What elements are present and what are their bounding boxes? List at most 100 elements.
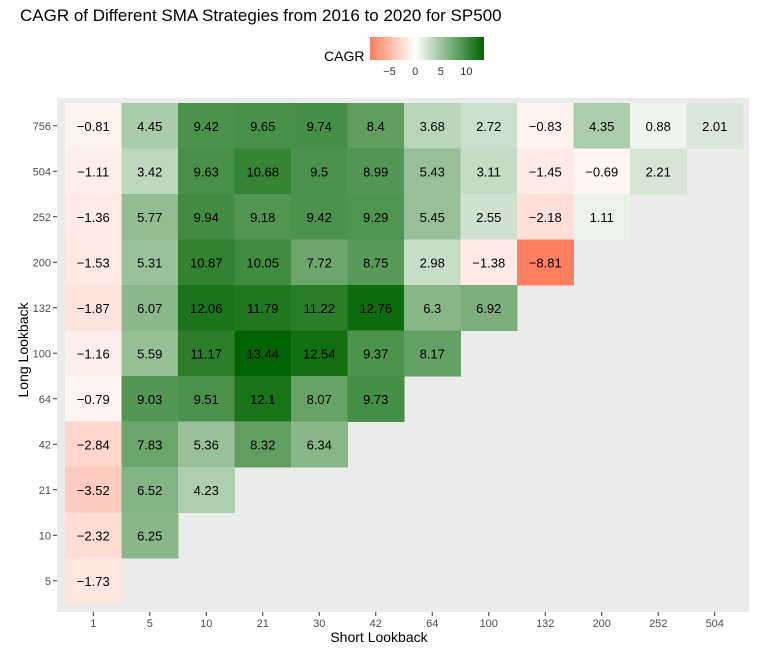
cell-value-label: 2.98 — [420, 255, 445, 270]
heatmap-cell — [234, 239, 292, 286]
heatmap-cell — [347, 376, 405, 422]
y-tick-label: 132 — [33, 303, 51, 315]
cell-value-label: 6.92 — [476, 301, 501, 316]
cell-value-label: 9.42 — [194, 119, 219, 134]
cell-value-label: 8.99 — [363, 164, 388, 179]
cell-value-label: 9.18 — [250, 210, 275, 225]
cell-value-label: 6.25 — [137, 528, 162, 543]
chart-title: CAGR of Different SMA Strategies from 20… — [20, 6, 502, 25]
cell-value-label: 2.01 — [702, 119, 727, 134]
heatmap-cell — [234, 103, 292, 149]
heatmap-cell — [347, 148, 405, 195]
cell-value-label: −1.16 — [77, 346, 110, 361]
cell-value-label: −2.84 — [77, 437, 110, 452]
heatmap-cell — [460, 194, 518, 240]
heatmap-cell — [404, 239, 461, 286]
cell-value-label: 6.52 — [137, 483, 162, 498]
heatmap-cell — [234, 148, 292, 195]
heatmap-cell — [121, 194, 179, 240]
heatmap-cell — [65, 376, 122, 422]
cell-value-label: 2.55 — [476, 210, 501, 225]
x-tick-label: 42 — [370, 618, 382, 630]
legend-tick-label: 0 — [412, 66, 419, 78]
cell-value-label: 4.23 — [194, 483, 219, 498]
heatmap-cell — [121, 421, 179, 468]
heatmap-cell — [178, 148, 235, 195]
cell-value-label: 9.03 — [137, 392, 162, 407]
y-tick-label: 5 — [45, 576, 51, 588]
cell-value-label: −1.87 — [77, 301, 110, 316]
cell-value-label: 7.83 — [137, 437, 162, 452]
cell-value-label: 8.07 — [307, 392, 332, 407]
x-tick-label: 5 — [147, 618, 153, 630]
heatmap-cell — [573, 103, 631, 149]
heatmap-cell — [404, 194, 461, 240]
cell-value-label: 12.54 — [303, 346, 336, 361]
heatmap-cell — [291, 148, 348, 195]
cell-value-label: 0.88 — [646, 119, 671, 134]
cell-value-label: 9.63 — [194, 164, 219, 179]
cell-value-label: 6.34 — [307, 437, 332, 452]
heatmap-cell — [291, 285, 348, 331]
heatmap-cell — [347, 330, 405, 377]
cell-value-label: 9.42 — [307, 210, 332, 225]
heatmap-cell — [573, 148, 631, 195]
x-tick-label: 200 — [593, 618, 611, 630]
cell-value-label: 12.06 — [190, 301, 223, 316]
x-tick-label: 504 — [706, 618, 724, 630]
legend-colorbar — [370, 37, 484, 60]
cell-value-label: 10.87 — [190, 255, 223, 270]
heatmap-cell — [121, 148, 179, 195]
heatmap-cell — [347, 285, 405, 331]
cell-value-label: 2.72 — [476, 119, 501, 134]
cell-value-label: 13.44 — [246, 346, 279, 361]
heatmap-cell — [460, 148, 518, 195]
heatmap-cell — [121, 239, 179, 286]
y-tick-label: 10 — [39, 530, 51, 542]
legend-tick-label: −5 — [383, 66, 396, 78]
y-tick-label: 100 — [33, 348, 51, 360]
heatmap-cell — [65, 103, 122, 149]
heatmap-cell — [291, 194, 348, 240]
x-tick-label: 21 — [257, 618, 269, 630]
y-tick-label: 504 — [33, 166, 51, 178]
cell-value-label: 9.73 — [363, 392, 388, 407]
heatmap-cell — [347, 103, 405, 149]
x-tick-label: 10 — [200, 618, 212, 630]
cell-value-label: −3.52 — [77, 483, 110, 498]
cell-value-label: 5.77 — [137, 210, 162, 225]
heatmap-cell — [291, 421, 348, 468]
cell-value-label: −1.73 — [77, 574, 110, 589]
y-tick-label: 42 — [39, 439, 51, 451]
heatmap-cell — [121, 103, 179, 149]
heatmap-cell — [178, 467, 235, 513]
heatmap-cell — [65, 285, 122, 331]
heatmap-cell — [65, 239, 122, 286]
heatmap-cell — [65, 148, 122, 195]
heatmap-cell — [630, 148, 687, 195]
y-axis-title: Long Lookback — [15, 302, 31, 398]
heatmap-cell — [121, 467, 179, 513]
x-axis-title: Short Lookback — [330, 629, 428, 645]
heatmap-cell — [347, 239, 405, 286]
heatmap-cell — [234, 194, 292, 240]
cell-value-label: 9.51 — [194, 392, 219, 407]
heatmap-cell — [517, 194, 574, 240]
heatmap-cell — [178, 285, 235, 331]
cell-value-label: 10.68 — [246, 164, 279, 179]
cell-value-label: 12.76 — [359, 301, 392, 316]
heatmap-cell — [234, 330, 292, 377]
x-tick-label: 132 — [536, 618, 554, 630]
x-tick-label: 252 — [649, 618, 667, 630]
heatmap-cell — [404, 148, 461, 195]
cell-value-label: −2.32 — [77, 528, 110, 543]
heatmap-cell — [686, 103, 744, 149]
cell-value-label: 9.94 — [194, 210, 219, 225]
cell-value-label: 5.31 — [137, 255, 162, 270]
cell-value-label: 2.21 — [646, 164, 671, 179]
heatmap-cell — [121, 285, 179, 331]
cell-value-label: 9.74 — [307, 119, 332, 134]
heatmap-cell — [630, 103, 687, 149]
heatmap-cell — [460, 239, 518, 286]
